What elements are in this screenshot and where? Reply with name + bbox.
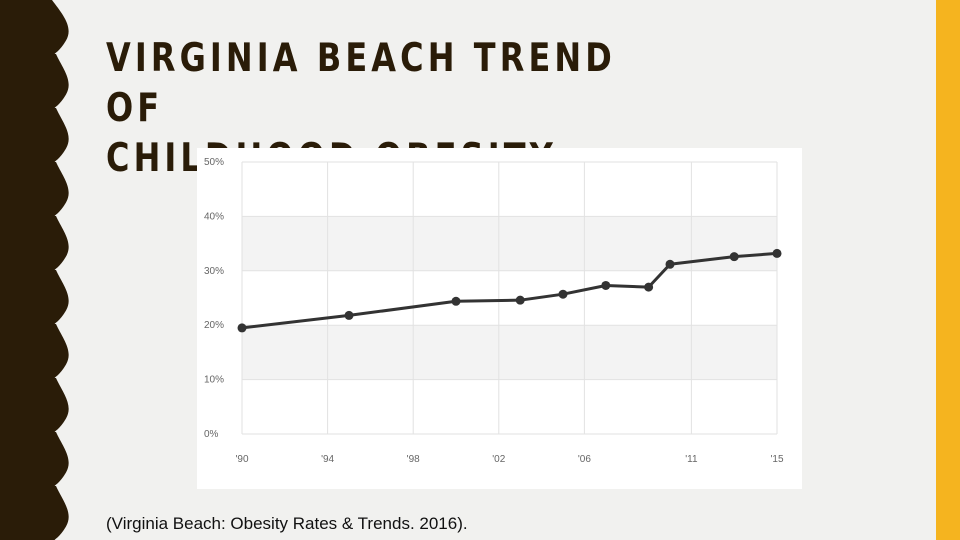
- series-line: [241, 251, 778, 330]
- y-tick-label: 0%: [204, 429, 219, 440]
- x-tick-label: '06: [578, 454, 591, 465]
- left-decorative-band: [0, 0, 69, 540]
- y-tick-label: 50%: [204, 157, 224, 168]
- data-point: [601, 280, 611, 290]
- right-accent-band: [936, 0, 960, 540]
- data-point: [665, 259, 675, 269]
- y-tick-label: 30%: [204, 266, 224, 277]
- data-point: [344, 310, 354, 320]
- data-point: [237, 323, 247, 333]
- grid-band: [242, 379, 777, 434]
- data-point: [558, 289, 568, 299]
- data-point: [451, 296, 461, 306]
- title-line-1: VIRGINIA BEACH TREND OF: [106, 36, 616, 131]
- x-tick-label: '94: [321, 454, 334, 465]
- line-chart: 0% 10% 20% 30% 40% 50% '90 '94 '98 '02 '06 '11 '15: [204, 157, 784, 465]
- data-point: [772, 248, 782, 258]
- y-tick-label: 20%: [204, 320, 224, 331]
- x-tick-label: '98: [407, 454, 420, 465]
- y-tick-label: 10%: [204, 375, 224, 386]
- grid-band: [242, 216, 777, 271]
- x-tick-label: '11: [685, 454, 698, 465]
- x-tick-label: '02: [492, 454, 505, 465]
- grid-band: [242, 325, 777, 380]
- grid-band: [242, 162, 777, 217]
- data-point: [515, 295, 525, 305]
- x-tick-label: '90: [235, 454, 248, 465]
- citation: (Virginia Beach: Obesity Rates & Trends.…: [106, 514, 468, 533]
- chart-panel: 0% 10% 20% 30% 40% 50% '90 '94 '98 '02 '06 '11 '15: [197, 148, 802, 489]
- x-tick-label: '15: [770, 454, 783, 465]
- y-tick-label: 40%: [204, 211, 224, 222]
- data-point: [644, 282, 654, 292]
- data-point: [729, 252, 739, 262]
